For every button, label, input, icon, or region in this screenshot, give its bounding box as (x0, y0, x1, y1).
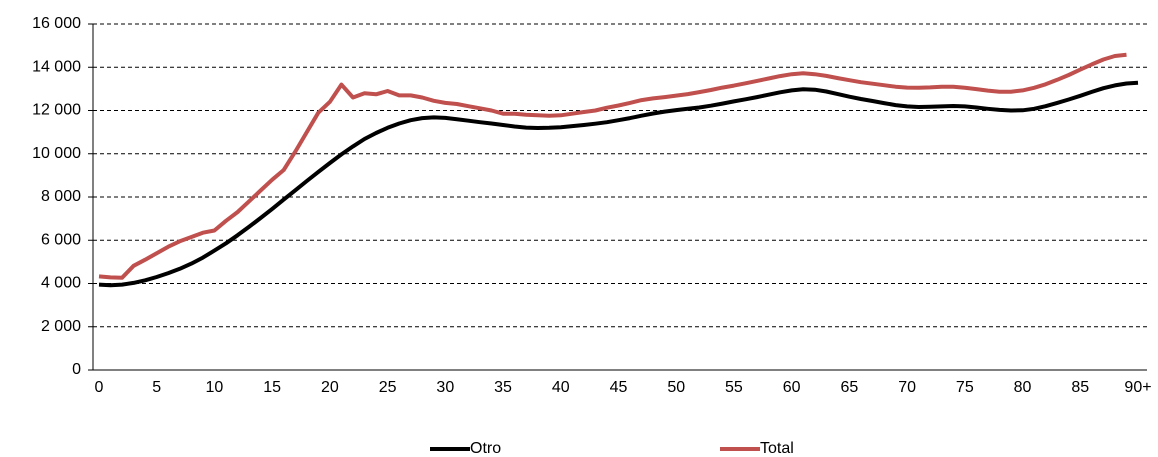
x-tick-label: 75 (956, 379, 974, 396)
x-tick-label: 40 (552, 379, 570, 396)
series-line (98, 52, 1127, 280)
y-tick-label: 2 000 (41, 318, 81, 335)
x-tick-label: 25 (379, 379, 397, 396)
y-tick-label: 10 000 (32, 145, 81, 162)
y-tick-label: 12 000 (32, 102, 81, 119)
x-tick-label: 60 (783, 379, 801, 396)
y-tick-label: 8 000 (41, 188, 81, 205)
x-tick-label: 90+ (1124, 379, 1151, 396)
x-tick-label: 20 (321, 379, 339, 396)
x-tick-label: 70 (898, 379, 916, 396)
y-tick-label: 0 (72, 361, 81, 378)
series-line (98, 80, 1139, 288)
x-tick-label: 65 (840, 379, 858, 396)
x-tick-label: 45 (610, 379, 628, 396)
y-tick-label: 16 000 (32, 15, 81, 32)
x-tick-label: 15 (263, 379, 281, 396)
x-tick-label: 10 (206, 379, 224, 396)
x-tick-label: 50 (667, 379, 685, 396)
x-tick-label: 85 (1071, 379, 1089, 396)
x-tick-label: 55 (725, 379, 743, 396)
x-tick-label: 0 (95, 379, 104, 396)
x-tick-label: 30 (436, 379, 454, 396)
legend-label: Total (760, 440, 794, 457)
y-tick-label: 6 000 (41, 231, 81, 248)
y-tick-label: 14 000 (32, 58, 81, 75)
legend-label: Otro (470, 440, 501, 457)
x-tick-label: 5 (152, 379, 161, 396)
x-tick-label: 80 (1014, 379, 1032, 396)
x-tick-label: 35 (494, 379, 512, 396)
y-tick-label: 4 000 (41, 275, 81, 292)
